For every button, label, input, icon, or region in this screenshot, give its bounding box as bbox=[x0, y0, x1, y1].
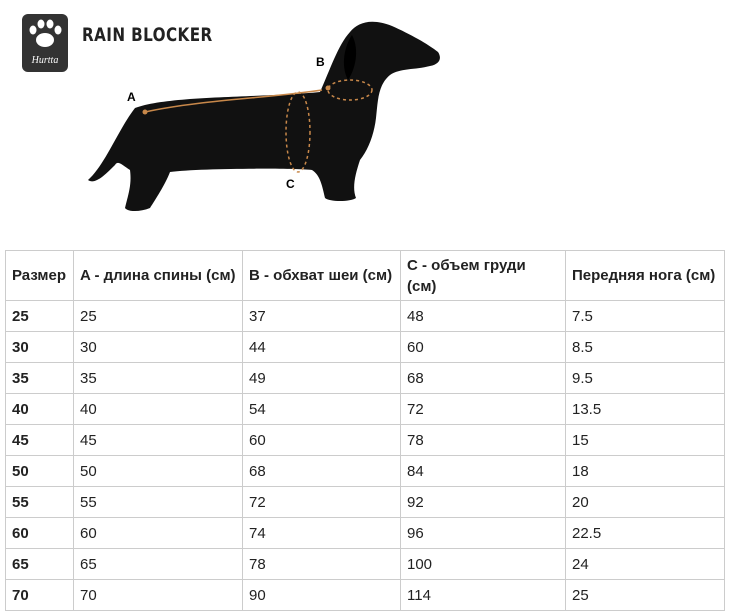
table-cell: 37 bbox=[242, 300, 401, 332]
table-row: 30 30 44 60 8.5 bbox=[5, 331, 725, 363]
table-cell: 54 bbox=[242, 393, 401, 425]
table-cell: 22.5 bbox=[565, 517, 725, 549]
size-cell: 65 bbox=[5, 548, 74, 580]
table-row: 70 70 90 114 25 bbox=[5, 579, 725, 611]
table-cell: 44 bbox=[242, 331, 401, 363]
size-cell: 40 bbox=[5, 393, 74, 425]
table-row: 60 60 74 96 22.5 bbox=[5, 517, 725, 549]
size-cell: 70 bbox=[5, 579, 74, 611]
table-cell: 25 bbox=[565, 579, 725, 611]
table-cell: 60 bbox=[242, 424, 401, 456]
table-cell: 74 bbox=[242, 517, 401, 549]
table-row: 35 35 49 68 9.5 bbox=[5, 362, 725, 394]
logo: Hurtta bbox=[22, 14, 68, 72]
size-cell: 45 bbox=[5, 424, 74, 456]
table-cell: 30 bbox=[73, 331, 243, 363]
table-cell: 15 bbox=[565, 424, 725, 456]
table-cell: 100 bbox=[400, 548, 566, 580]
table-cell: 35 bbox=[73, 362, 243, 394]
table-cell: 72 bbox=[400, 393, 566, 425]
title: RAIN BLOCKER bbox=[82, 24, 213, 46]
table-row: 40 40 54 72 13.5 bbox=[5, 393, 725, 425]
table-cell: 20 bbox=[565, 486, 725, 518]
table-cell: 9.5 bbox=[565, 362, 725, 394]
header-row: Размер A - длина спины (см) B - обхват шеи… bbox=[5, 250, 725, 301]
table-cell: 90 bbox=[242, 579, 401, 611]
table-row: 55 55 72 92 20 bbox=[5, 486, 725, 518]
table-cell: 78 bbox=[242, 548, 401, 580]
table-cell: 18 bbox=[565, 455, 725, 487]
table-cell: 92 bbox=[400, 486, 566, 518]
table-cell: 60 bbox=[400, 331, 566, 363]
table-cell: 65 bbox=[73, 548, 243, 580]
table-cell: 13.5 bbox=[565, 393, 725, 425]
header-cell: A - длина спины (см) bbox=[73, 250, 243, 301]
size-cell: 50 bbox=[5, 455, 74, 487]
table-cell: 45 bbox=[73, 424, 243, 456]
size-cell: 35 bbox=[5, 362, 74, 394]
table-cell: 50 bbox=[73, 455, 243, 487]
size-cell: 60 bbox=[5, 517, 74, 549]
size-cell: 30 bbox=[5, 331, 74, 363]
table-cell: 48 bbox=[400, 300, 566, 332]
table-cell: 25 bbox=[73, 300, 243, 332]
label-c: C bbox=[286, 177, 295, 191]
table-row: 50 50 68 84 18 bbox=[5, 455, 725, 487]
table-cell: 49 bbox=[242, 362, 401, 394]
table-cell: 60 bbox=[73, 517, 243, 549]
header-cell: C - объем груди (см) bbox=[400, 250, 566, 301]
size-table: Размер A - длина спины (см) B - обхват шеи… bbox=[5, 250, 725, 611]
table-cell: 7.5 bbox=[565, 300, 725, 332]
logo-text: Hurtta bbox=[31, 55, 59, 66]
header-cell: Размер bbox=[5, 250, 74, 301]
table-cell: 8.5 bbox=[565, 331, 725, 363]
table-cell: 70 bbox=[73, 579, 243, 611]
size-cell: 55 bbox=[5, 486, 74, 518]
header-cell: B - обхват шеи (см) bbox=[242, 250, 401, 301]
size-cell: 25 bbox=[5, 300, 74, 332]
table-cell: 68 bbox=[242, 455, 401, 487]
table-cell: 24 bbox=[565, 548, 725, 580]
table-cell: 84 bbox=[400, 455, 566, 487]
table-cell: 96 bbox=[400, 517, 566, 549]
table-row: 65 65 78 100 24 bbox=[5, 548, 725, 580]
table-cell: 40 bbox=[73, 393, 243, 425]
table-cell: 68 bbox=[400, 362, 566, 394]
table-cell: 78 bbox=[400, 424, 566, 456]
table-cell: 72 bbox=[242, 486, 401, 518]
table-cell: 55 bbox=[73, 486, 243, 518]
label-a: A bbox=[127, 90, 136, 104]
table-cell: 114 bbox=[400, 579, 566, 611]
header-cell: Передняя нога (см) bbox=[565, 250, 725, 301]
table-row: 25 25 37 48 7.5 bbox=[5, 300, 725, 332]
dog-illustration: A B C bbox=[88, 21, 440, 212]
label-b: B bbox=[316, 55, 325, 69]
table-row: 45 45 60 78 15 bbox=[5, 424, 725, 456]
